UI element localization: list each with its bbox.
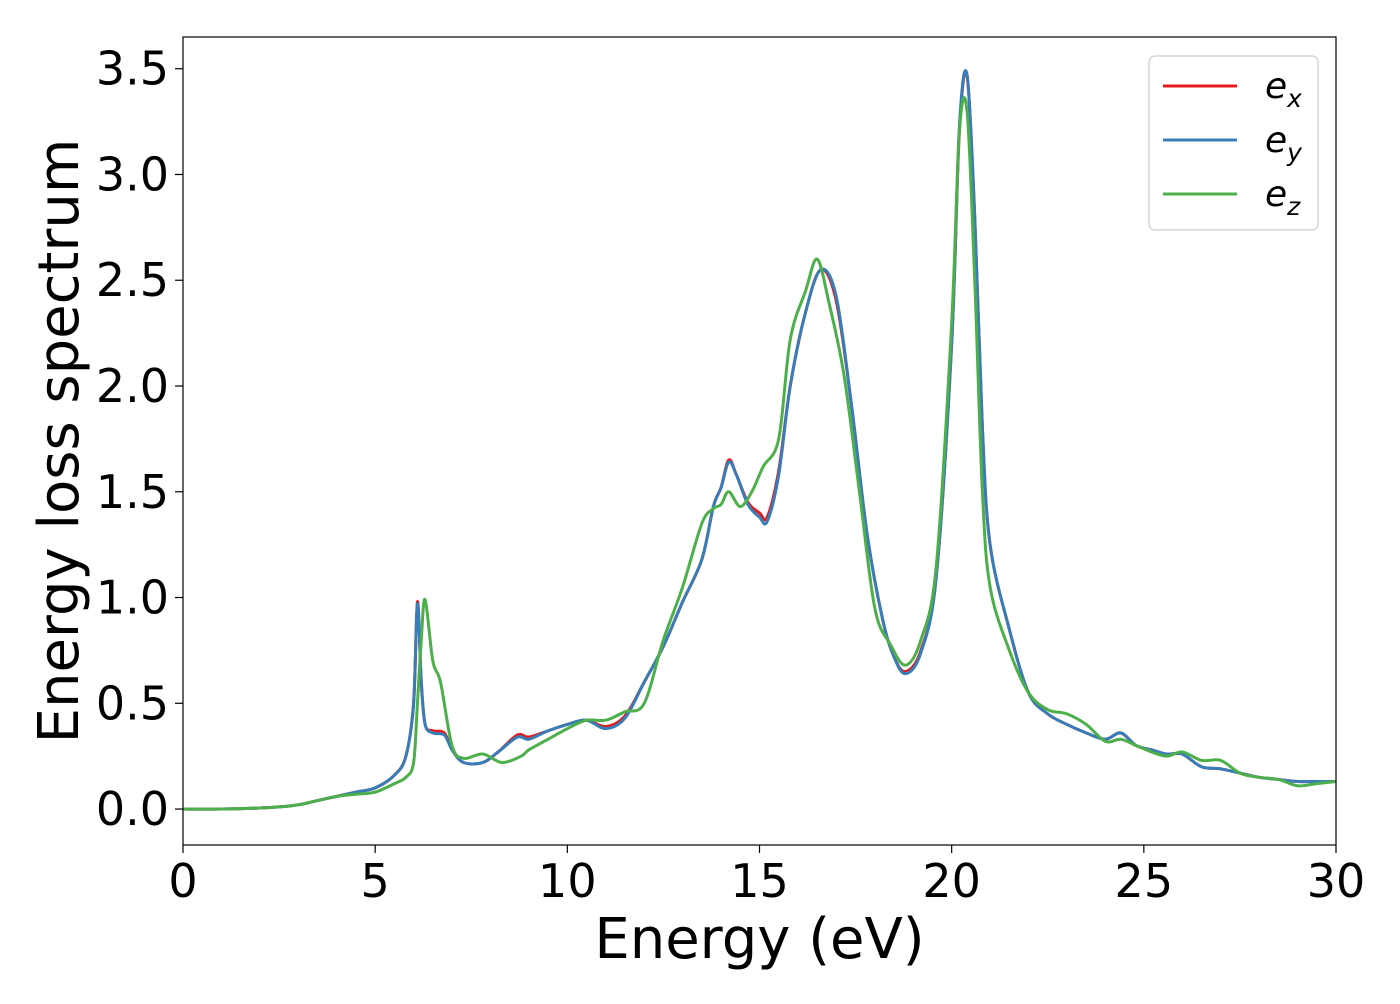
legend-label: ex [1265,66,1302,113]
y-axis-label: Energy loss spectrum [27,139,92,744]
x-tick-label: 15 [730,854,789,908]
legend-label: ey [1265,120,1303,167]
x-tick-label: 20 [922,854,981,908]
y-tick-label: 0.5 [96,676,169,730]
legend: ex ey ez [1148,55,1319,231]
y-axis: 0.0 0.5 1.0 1.5 2.0 2.5 3.0 3.5 [96,42,183,836]
legend-item-y: ey [1163,120,1303,167]
series-line-z [183,96,1336,811]
series-layer [183,69,1336,811]
x-tick-label: 10 [538,854,597,908]
legend-box [1148,55,1319,231]
legend-label: ez [1265,174,1301,221]
legend-item-x: ex [1163,66,1302,113]
y-tick-label: 1.5 [96,465,169,519]
x-tick-label: 30 [1307,854,1366,908]
x-axis-label: Energy (eV) [594,907,924,972]
y-tick-label: 2.0 [96,359,169,413]
x-tick-label: 0 [168,854,197,908]
y-tick-label: 3.0 [96,147,169,201]
x-tick-label: 5 [361,854,390,908]
y-tick-label: 1.0 [96,571,169,625]
x-tick-label: 25 [1115,854,1174,908]
x-axis: 0 5 10 15 20 25 30 [168,845,1365,908]
y-tick-label: 2.5 [96,253,169,307]
y-tick-label: 0.0 [96,782,169,836]
y-tick-label: 3.5 [96,42,169,96]
legend-item-z: ez [1163,174,1301,221]
